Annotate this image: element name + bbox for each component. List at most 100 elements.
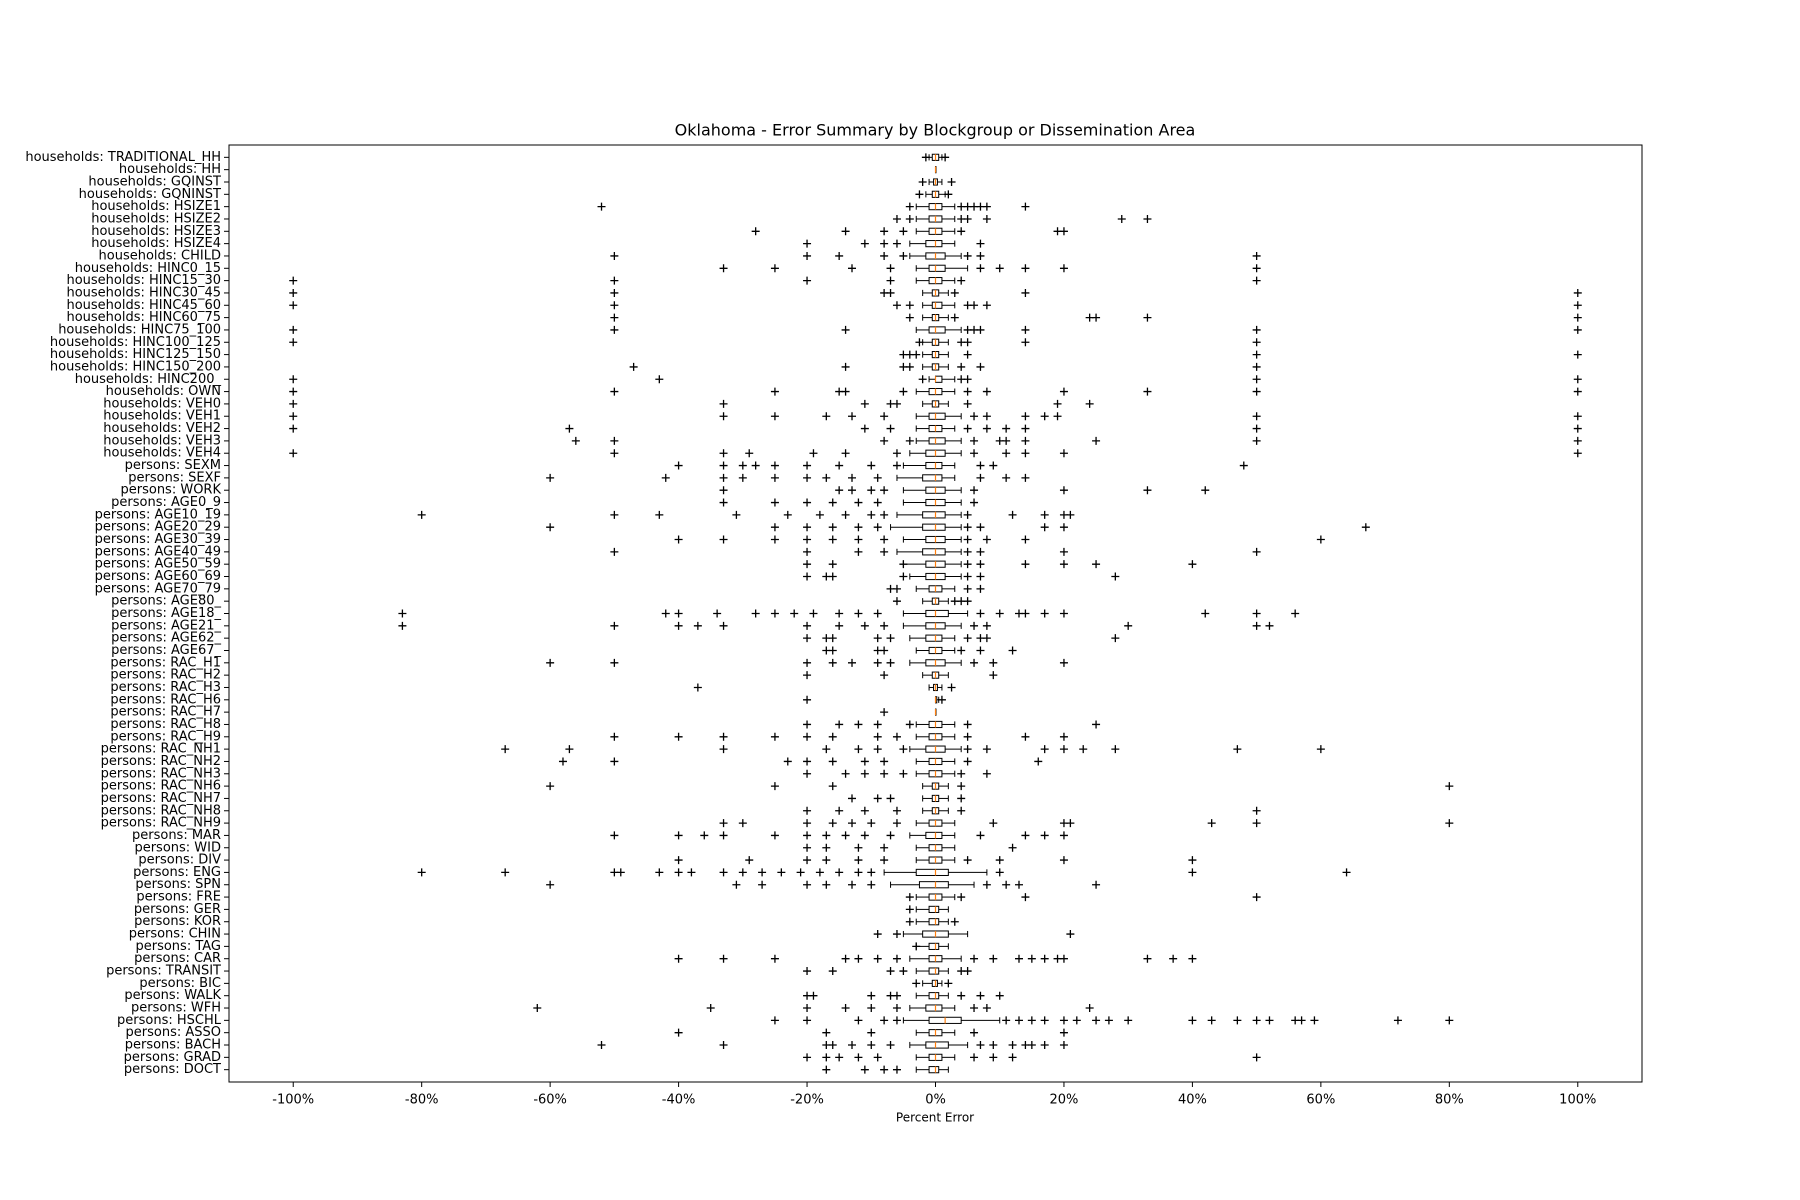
flier xyxy=(970,658,979,667)
box xyxy=(925,1041,949,1049)
flier xyxy=(1040,523,1049,532)
flier xyxy=(880,535,889,544)
flier xyxy=(655,868,664,877)
flier xyxy=(963,523,972,532)
y-tick-label: persons: WORK xyxy=(121,483,222,498)
flier xyxy=(989,671,998,680)
flier xyxy=(828,658,837,667)
y-tick-label: persons: CHIN xyxy=(129,927,221,942)
flier xyxy=(886,1041,895,1050)
flier xyxy=(610,449,619,458)
flier xyxy=(905,893,914,902)
flier xyxy=(655,510,664,519)
flier xyxy=(719,831,728,840)
flier xyxy=(1143,387,1152,396)
y-tick-label: households: OWN xyxy=(106,384,221,399)
flier xyxy=(905,313,914,322)
flier xyxy=(867,880,876,889)
flier xyxy=(976,547,985,556)
flier xyxy=(841,510,850,519)
flier xyxy=(1143,486,1152,495)
x-tick-label: 80% xyxy=(1435,1093,1464,1108)
flier xyxy=(674,868,683,877)
flier xyxy=(1008,843,1017,852)
flier xyxy=(1188,856,1197,865)
flier xyxy=(1573,436,1582,445)
flier xyxy=(886,794,895,803)
flier xyxy=(854,547,863,556)
flier xyxy=(674,954,683,963)
flier xyxy=(963,597,972,606)
flier xyxy=(809,991,818,1000)
flier xyxy=(976,831,985,840)
y-tick-label: persons: WFH xyxy=(131,1001,221,1016)
flier xyxy=(841,227,850,236)
y-tick-label: households: HINC150_200 xyxy=(50,359,221,374)
flier xyxy=(289,325,298,334)
flier xyxy=(941,153,950,162)
flier xyxy=(1573,313,1582,322)
flier xyxy=(822,856,831,865)
flier xyxy=(1252,893,1261,902)
flier xyxy=(417,510,426,519)
flier xyxy=(1092,560,1101,569)
flier xyxy=(995,609,1004,618)
flier xyxy=(738,473,747,482)
flier xyxy=(880,486,889,495)
flier xyxy=(610,757,619,766)
flier xyxy=(970,498,979,507)
box xyxy=(915,868,949,876)
flier xyxy=(957,893,966,902)
flier xyxy=(289,424,298,433)
flier xyxy=(1027,1041,1036,1050)
flier xyxy=(1252,375,1261,384)
flier xyxy=(1040,510,1049,519)
flier xyxy=(1053,399,1062,408)
flier xyxy=(957,769,966,778)
flier xyxy=(1040,831,1049,840)
flier xyxy=(1252,806,1261,815)
flier xyxy=(1573,301,1582,310)
flier xyxy=(963,338,972,347)
flier xyxy=(970,1053,979,1062)
flier xyxy=(982,621,991,630)
flier xyxy=(892,214,901,223)
flier xyxy=(1252,338,1261,347)
flier xyxy=(1252,276,1261,285)
flier xyxy=(880,671,889,680)
y-tick-label: households: HINC0_15 xyxy=(75,261,221,276)
flier xyxy=(803,473,812,482)
flier xyxy=(1059,387,1068,396)
flier xyxy=(790,609,799,618)
flier xyxy=(912,979,921,988)
y-tick-label: persons: DOCT xyxy=(124,1062,221,1077)
flier xyxy=(719,535,728,544)
flier xyxy=(751,609,760,618)
flier xyxy=(860,424,869,433)
y-tick-label: households: VEH1 xyxy=(103,409,221,424)
flier xyxy=(854,843,863,852)
flier xyxy=(905,917,914,926)
flier xyxy=(873,720,882,729)
flier xyxy=(1252,436,1261,445)
flier xyxy=(674,609,683,618)
flier xyxy=(860,831,869,840)
flier xyxy=(828,572,837,581)
flier xyxy=(803,831,812,840)
flier xyxy=(661,473,670,482)
flier xyxy=(398,609,407,618)
flier xyxy=(950,917,959,926)
flier xyxy=(1034,757,1043,766)
flier xyxy=(1059,449,1068,458)
flier xyxy=(1021,831,1030,840)
flier xyxy=(610,313,619,322)
flier xyxy=(1021,325,1030,334)
flier xyxy=(976,609,985,618)
flier xyxy=(892,461,901,470)
flier xyxy=(963,214,972,223)
box xyxy=(918,881,949,889)
y-tick-label: persons: AGE67_ xyxy=(111,643,221,658)
flier xyxy=(1059,732,1068,741)
flier xyxy=(873,794,882,803)
flier xyxy=(963,387,972,396)
